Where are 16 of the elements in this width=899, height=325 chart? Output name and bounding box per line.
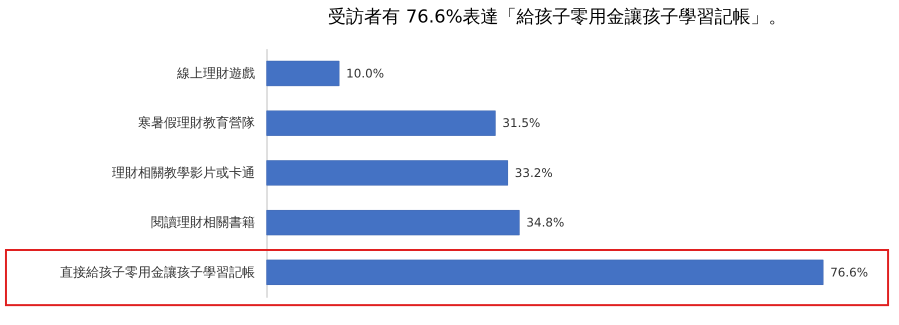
bar: [266, 60, 340, 86]
bar: [266, 160, 508, 186]
y-tick-label: 線上理財遊戲: [176, 66, 256, 82]
bar: [266, 260, 824, 286]
bar: [266, 210, 520, 236]
chart-title: 受訪者有 76.6%表達「給孩子零用金讓孩子學習記帳」。: [328, 6, 787, 28]
data-label: 10.0%: [346, 66, 384, 80]
data-label: 33.2%: [514, 166, 553, 180]
y-tick-label: 寒暑假理財教育營隊: [138, 115, 256, 132]
y-tick-label: 直接給孩子零用金讓孩子學習記帳: [60, 265, 256, 280]
data-label: 31.5%: [502, 116, 540, 130]
data-label: 34.8%: [526, 216, 564, 230]
data-label: 76.6%: [830, 265, 868, 280]
y-tick-label: 理財相關教學影片或卡通: [112, 166, 256, 181]
bar: [266, 110, 496, 136]
y-tick-label: 閱讀理財相關書籍: [151, 216, 256, 231]
